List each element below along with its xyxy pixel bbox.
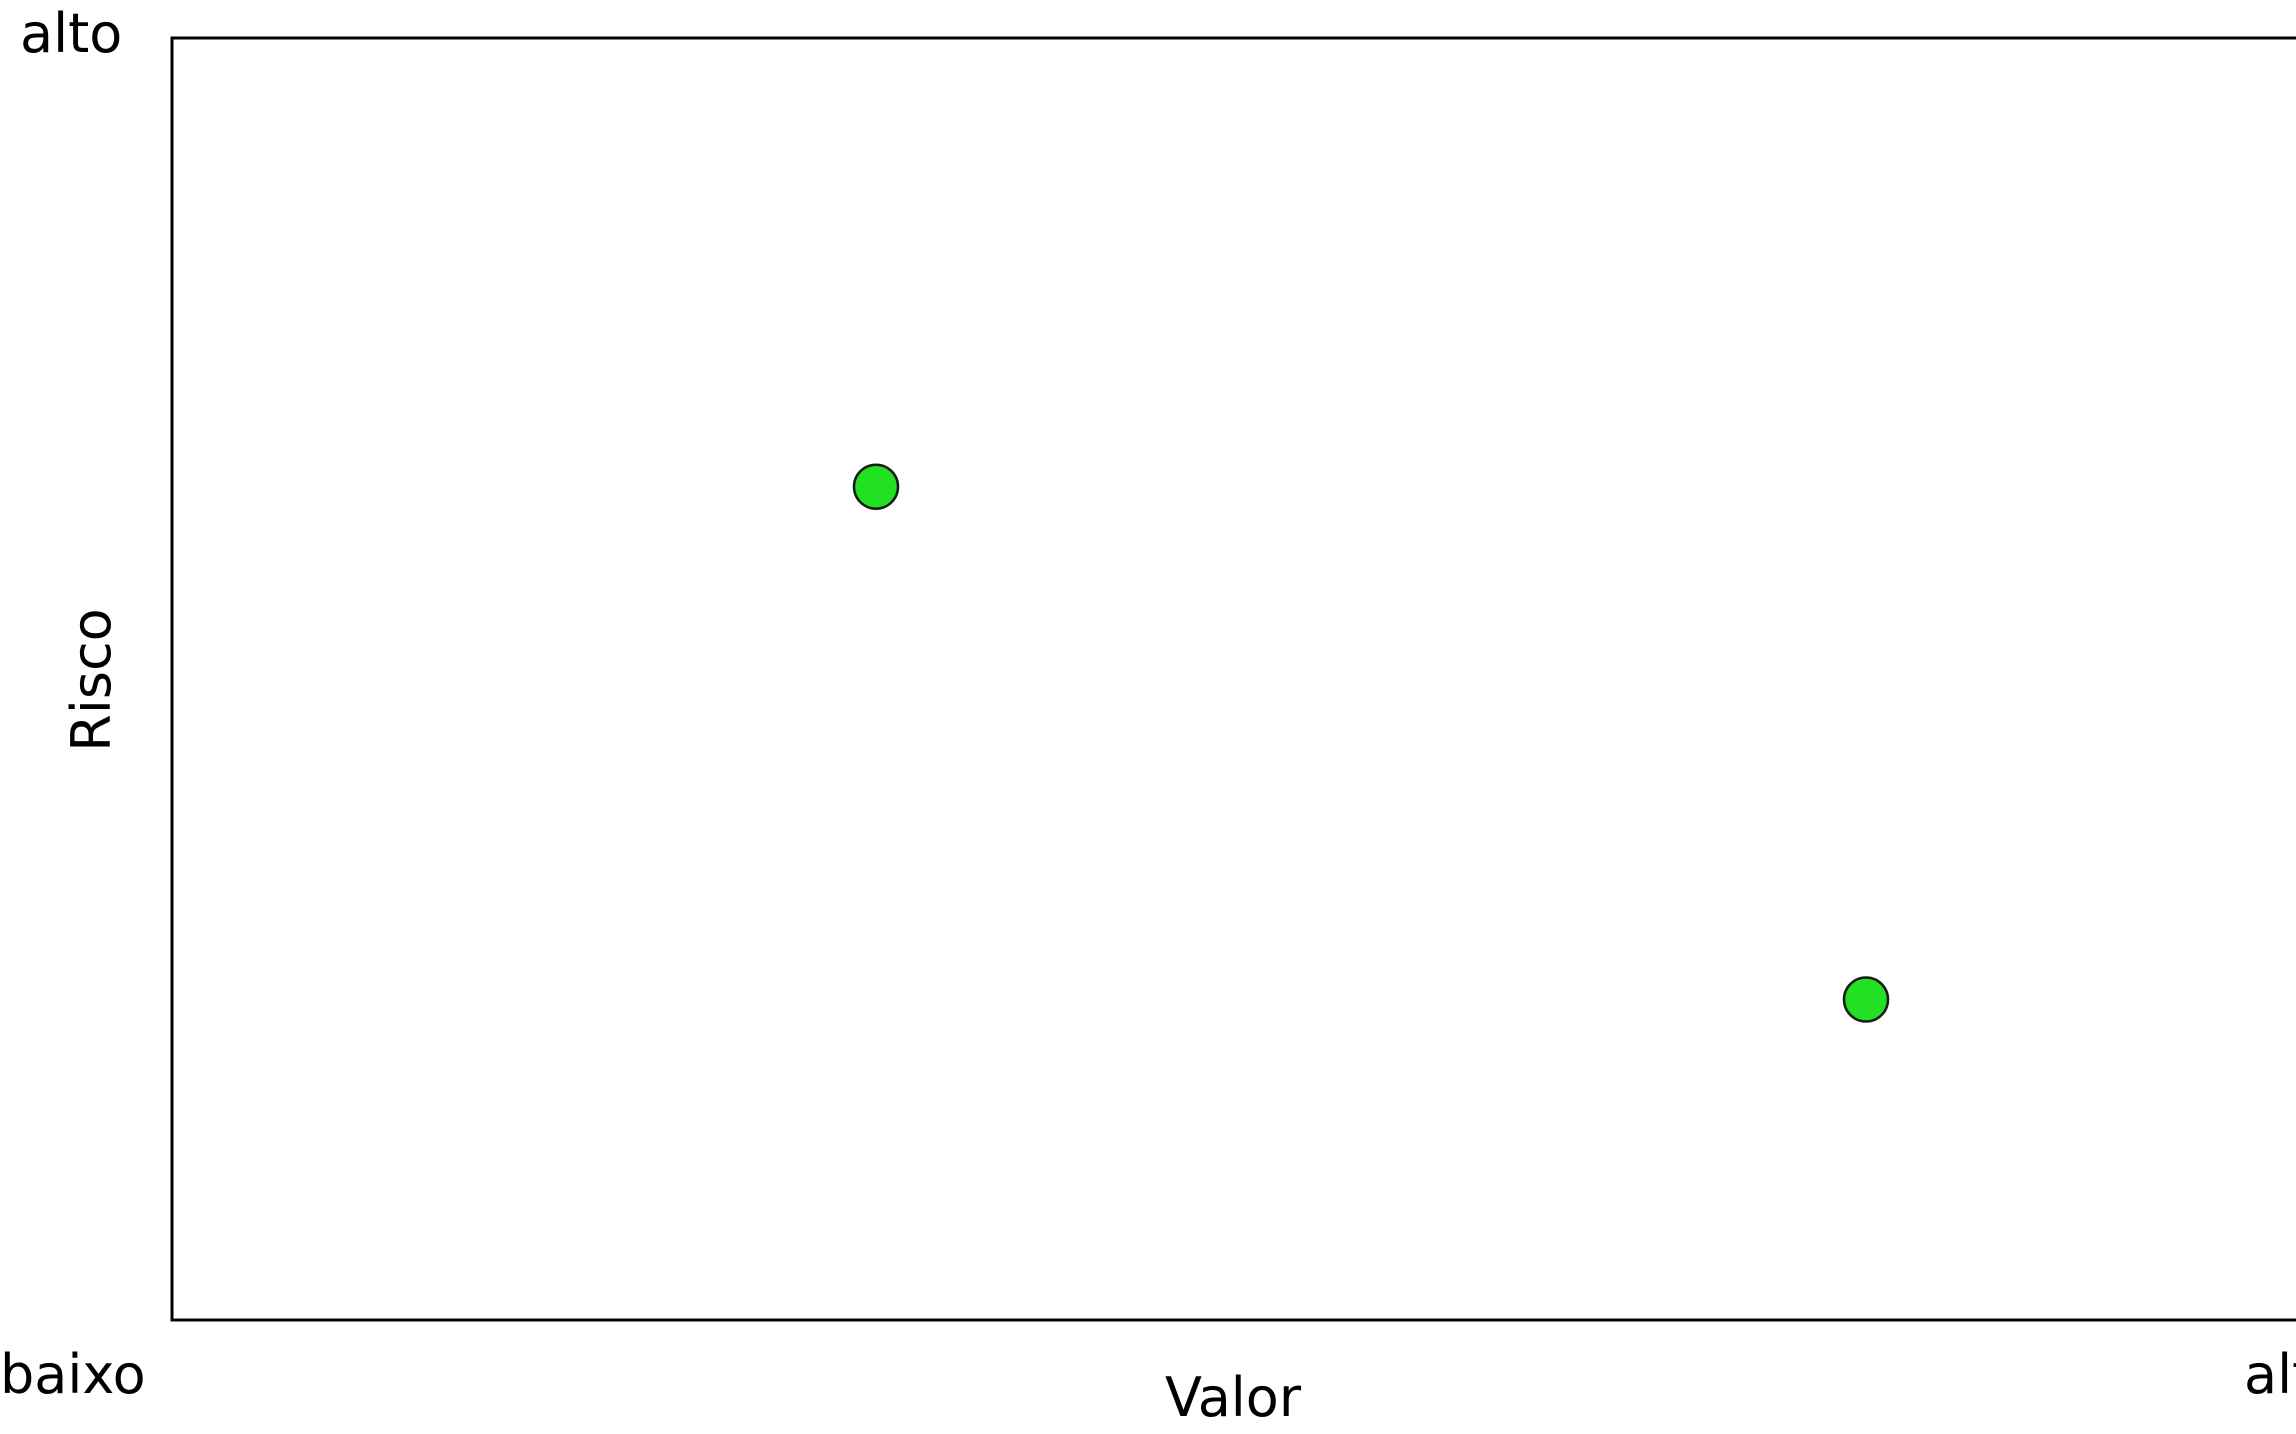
y-axis-title: Risco — [60, 608, 123, 751]
plot-area — [170, 36, 2296, 1322]
x-axis-title: Valor — [1165, 1366, 1302, 1429]
x-axis-low-label: baixo — [0, 1343, 146, 1406]
scatter-point-1 — [852, 463, 900, 510]
points-layer — [852, 463, 1890, 1023]
y-axis-high-label: alto — [20, 2, 122, 65]
scatter-point-2 — [1842, 976, 1890, 1023]
x-axis-high-label: alto — [2244, 1343, 2296, 1406]
